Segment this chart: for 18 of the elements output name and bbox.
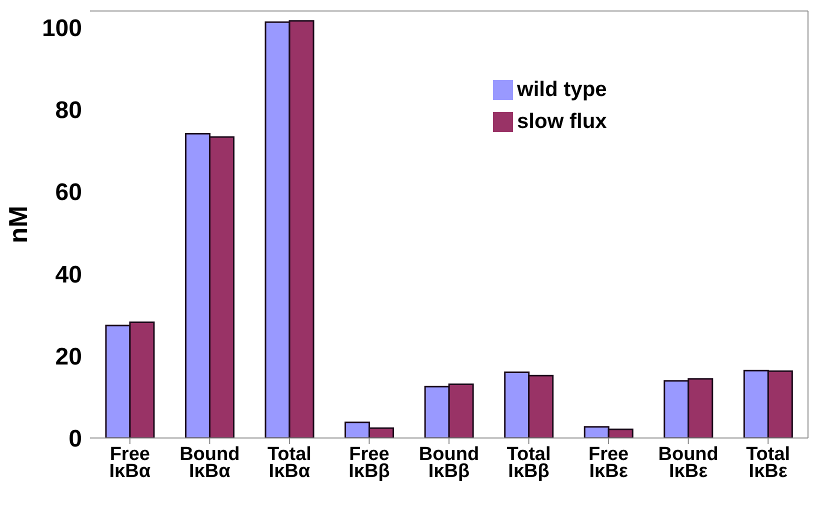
y-tick-label: 60 [55, 179, 82, 206]
x-tick-label: Total IκBβ [506, 444, 551, 482]
x-tick-label: Bound IκBβ [418, 444, 480, 482]
x-tick-label: Bound IκBε [658, 444, 718, 482]
x-tick-label: Total IκBε [746, 444, 790, 482]
x-tick-label: Free IκBε [588, 444, 629, 482]
legend-label: wild type [517, 78, 607, 102]
y-tick-label: 0 [68, 426, 82, 453]
y-tick-label: 100 [42, 14, 82, 42]
y-tick-label: 80 [55, 97, 82, 124]
x-tick-label: Total IκBα [267, 444, 312, 482]
y-tick-label: 40 [55, 261, 82, 288]
y-axis-title: nM [3, 206, 34, 244]
x-tick-label: Free IκBβ [348, 444, 390, 482]
y-tick-label: 20 [55, 343, 82, 370]
x-tick-label: Free IκBα [109, 444, 151, 482]
x-tick-label: Bound IκBα [180, 444, 240, 482]
legend-label: slow flux [517, 110, 607, 134]
